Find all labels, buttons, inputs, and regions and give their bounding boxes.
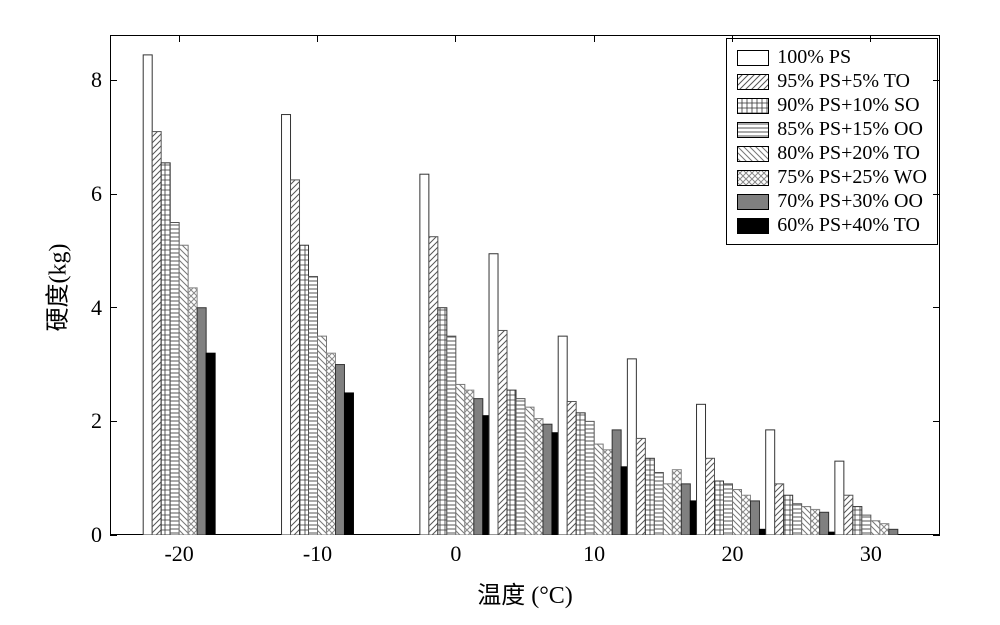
y-tick-label: 8 xyxy=(62,67,102,93)
bar xyxy=(663,484,672,535)
bar xyxy=(844,495,853,535)
bar xyxy=(775,484,784,535)
bar xyxy=(672,470,681,535)
bar xyxy=(697,404,706,535)
bar xyxy=(179,245,188,535)
bar xyxy=(525,407,534,535)
bar xyxy=(715,481,724,535)
bar-layer xyxy=(110,35,940,535)
bar xyxy=(309,276,318,535)
bar xyxy=(862,515,871,535)
bar xyxy=(170,223,179,536)
bar xyxy=(585,421,594,535)
x-tick-label: -20 xyxy=(154,541,204,567)
bar xyxy=(534,419,543,535)
bar xyxy=(853,507,862,535)
x-tick-label: 20 xyxy=(708,541,758,567)
bar xyxy=(741,495,750,535)
bar xyxy=(576,413,585,535)
bar xyxy=(161,163,170,535)
bar xyxy=(567,401,576,535)
bar xyxy=(507,390,516,535)
bar xyxy=(871,521,880,535)
y-tick-label: 6 xyxy=(62,181,102,207)
bar xyxy=(835,461,844,535)
x-axis-label: 温度 (°C) xyxy=(110,575,940,610)
bar xyxy=(335,365,344,535)
chart-container: 硬度(kg) 温度 (°C) 100% PS95% PS+5% TO90% PS… xyxy=(0,0,1000,625)
bar xyxy=(326,353,335,535)
bar xyxy=(143,55,152,535)
bar xyxy=(498,330,507,535)
bar xyxy=(465,390,474,535)
bar xyxy=(152,132,161,535)
bar xyxy=(318,336,327,535)
bar xyxy=(206,353,215,535)
x-tick-label: 0 xyxy=(431,541,481,567)
bar xyxy=(474,399,483,535)
bar xyxy=(447,336,456,535)
y-tick-label: 2 xyxy=(62,408,102,434)
bar xyxy=(594,444,603,535)
x-tick-label: 10 xyxy=(569,541,619,567)
bar xyxy=(300,245,309,535)
y-tick-label: 4 xyxy=(62,295,102,321)
bar xyxy=(706,458,715,535)
bar xyxy=(516,399,525,535)
bar xyxy=(197,308,206,535)
bar xyxy=(429,237,438,535)
bar xyxy=(724,484,733,535)
y-axis-label: 硬度(kg) xyxy=(38,228,73,348)
bar xyxy=(802,507,811,535)
bar xyxy=(543,424,552,535)
bar xyxy=(438,308,447,535)
bar xyxy=(766,430,775,535)
bar xyxy=(558,336,567,535)
bar xyxy=(627,359,636,535)
bar xyxy=(793,504,802,535)
bar xyxy=(820,512,829,535)
bar xyxy=(750,501,759,535)
bar xyxy=(681,484,690,535)
bar xyxy=(811,509,820,535)
bar xyxy=(188,288,197,535)
bar xyxy=(636,438,645,535)
bar xyxy=(612,430,621,535)
bar xyxy=(733,490,742,535)
bar xyxy=(420,174,429,535)
bar xyxy=(654,473,663,536)
bar xyxy=(889,529,898,535)
y-tick-label: 0 xyxy=(62,522,102,548)
bar xyxy=(880,524,889,535)
x-tick-label: 30 xyxy=(846,541,896,567)
bar xyxy=(456,384,465,535)
bar xyxy=(489,254,498,535)
bar xyxy=(344,393,353,535)
bar xyxy=(603,450,612,535)
x-tick-label: -10 xyxy=(293,541,343,567)
bar xyxy=(282,115,291,535)
bar xyxy=(784,495,793,535)
bar xyxy=(645,458,654,535)
bar xyxy=(291,180,300,535)
